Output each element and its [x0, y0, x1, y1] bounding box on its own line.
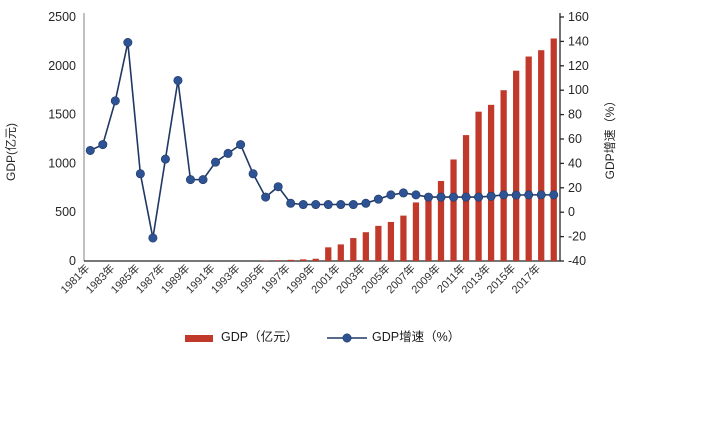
svg-text:120: 120 — [568, 59, 589, 73]
svg-text:GDP增速（%）: GDP增速（%） — [603, 95, 617, 180]
svg-text:0: 0 — [568, 205, 575, 219]
svg-text:2000: 2000 — [48, 59, 76, 73]
svg-text:140: 140 — [568, 34, 589, 48]
svg-text:500: 500 — [55, 205, 76, 219]
svg-text:0: 0 — [69, 254, 76, 268]
svg-text:100: 100 — [568, 83, 589, 97]
svg-text:GDP(亿元): GDP(亿元) — [3, 123, 18, 181]
svg-text:-40: -40 — [568, 254, 586, 268]
svg-text:60: 60 — [568, 132, 582, 146]
svg-text:GDP增速（%）: GDP增速（%） — [372, 329, 460, 344]
svg-text:80: 80 — [568, 108, 582, 122]
svg-text:1500: 1500 — [48, 108, 76, 122]
svg-text:1000: 1000 — [48, 156, 76, 170]
svg-text:GDP（亿元）: GDP（亿元） — [221, 329, 298, 344]
svg-text:20: 20 — [568, 181, 582, 195]
svg-text:40: 40 — [568, 156, 582, 170]
svg-text:160: 160 — [568, 10, 589, 24]
svg-text:2500: 2500 — [48, 10, 76, 24]
svg-text:-20: -20 — [568, 230, 586, 244]
